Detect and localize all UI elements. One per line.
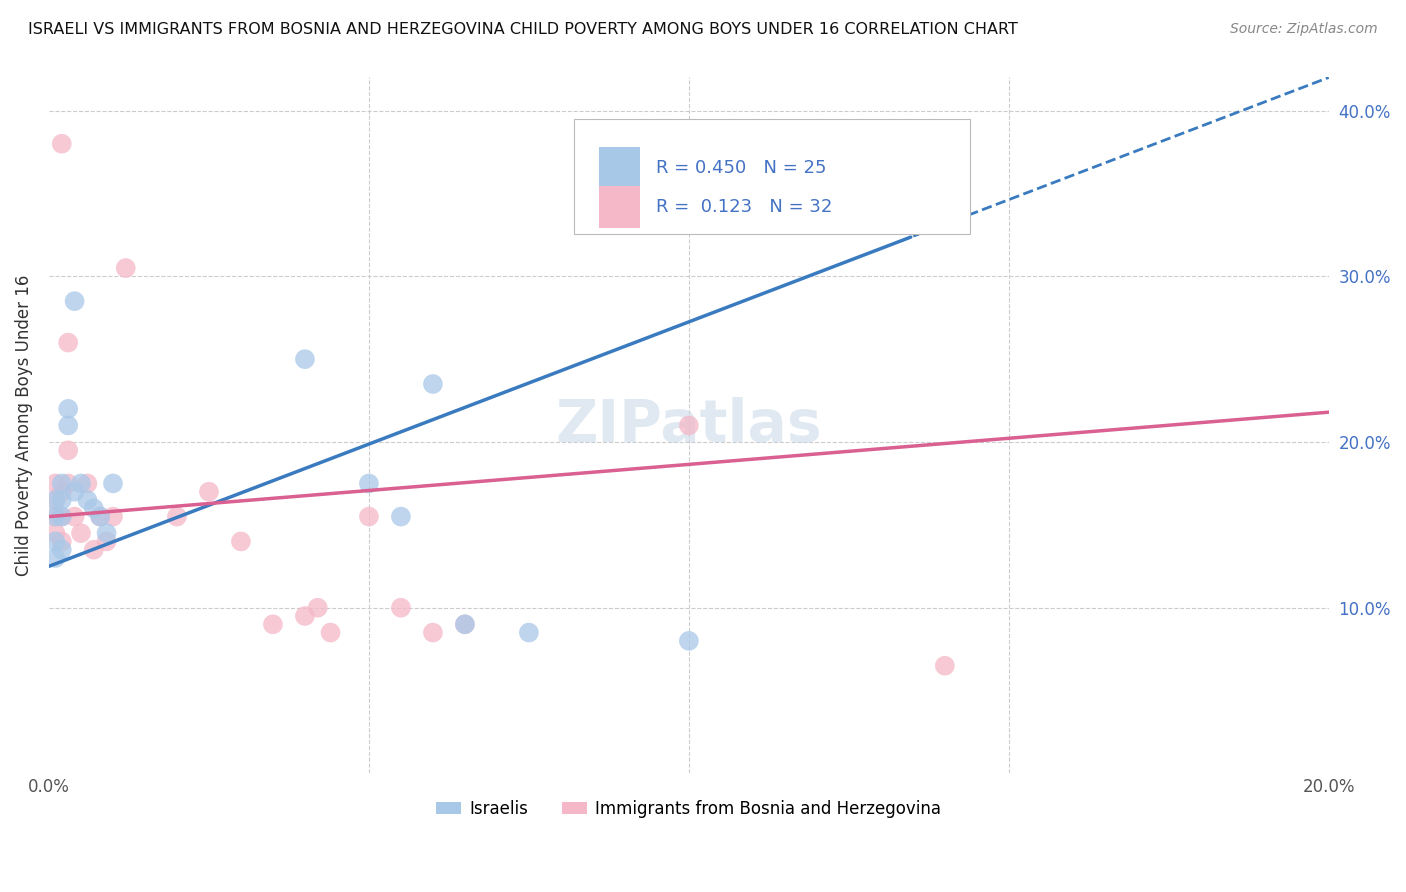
Point	[422, 625, 444, 640]
Point	[357, 509, 380, 524]
Point	[44, 509, 66, 524]
Point	[51, 136, 73, 151]
Point	[56, 418, 79, 433]
Point	[44, 534, 66, 549]
Point	[307, 600, 329, 615]
Point	[934, 658, 956, 673]
Point	[51, 542, 73, 557]
Point	[63, 509, 86, 524]
Point	[89, 509, 111, 524]
Point	[319, 625, 342, 640]
Point	[44, 509, 66, 524]
Point	[357, 476, 380, 491]
FancyBboxPatch shape	[574, 120, 970, 234]
Point	[44, 476, 66, 491]
Point	[294, 609, 316, 624]
Point	[51, 493, 73, 508]
Point	[51, 484, 73, 499]
Point	[63, 294, 86, 309]
Point	[454, 617, 477, 632]
Point	[262, 617, 284, 632]
Point	[101, 476, 124, 491]
Text: ZIPatlas: ZIPatlas	[555, 397, 823, 454]
Point	[114, 260, 136, 275]
Point	[70, 526, 93, 541]
Point	[294, 352, 316, 367]
Point	[83, 542, 105, 557]
FancyBboxPatch shape	[599, 147, 640, 189]
Point	[51, 509, 73, 524]
Point	[517, 625, 540, 640]
Point	[166, 509, 188, 524]
Point	[389, 509, 412, 524]
Point	[96, 534, 118, 549]
Point	[44, 493, 66, 508]
Point	[51, 534, 73, 549]
Point	[70, 476, 93, 491]
Point	[422, 377, 444, 392]
Point	[76, 476, 98, 491]
Point	[89, 509, 111, 524]
Point	[56, 476, 79, 491]
Text: Source: ZipAtlas.com: Source: ZipAtlas.com	[1230, 22, 1378, 37]
Point	[51, 476, 73, 491]
Text: ISRAELI VS IMMIGRANTS FROM BOSNIA AND HERZEGOVINA CHILD POVERTY AMONG BOYS UNDER: ISRAELI VS IMMIGRANTS FROM BOSNIA AND HE…	[28, 22, 1018, 37]
FancyBboxPatch shape	[599, 186, 640, 227]
Point	[44, 493, 66, 508]
Point	[101, 509, 124, 524]
Point	[83, 501, 105, 516]
Legend: Israelis, Immigrants from Bosnia and Herzegovina: Israelis, Immigrants from Bosnia and Her…	[430, 793, 948, 824]
Point	[198, 484, 221, 499]
Text: R = 0.450   N = 25: R = 0.450 N = 25	[655, 159, 827, 177]
Point	[56, 335, 79, 350]
Point	[56, 443, 79, 458]
Point	[229, 534, 252, 549]
Text: R =  0.123   N = 32: R = 0.123 N = 32	[655, 198, 832, 216]
Point	[96, 526, 118, 541]
Point	[63, 484, 86, 499]
Point	[678, 418, 700, 433]
Point	[389, 600, 412, 615]
Point	[454, 617, 477, 632]
Point	[678, 633, 700, 648]
Point	[51, 509, 73, 524]
Y-axis label: Child Poverty Among Boys Under 16: Child Poverty Among Boys Under 16	[15, 275, 32, 576]
Point	[56, 401, 79, 416]
Point	[44, 551, 66, 566]
Point	[44, 526, 66, 541]
Point	[76, 493, 98, 508]
